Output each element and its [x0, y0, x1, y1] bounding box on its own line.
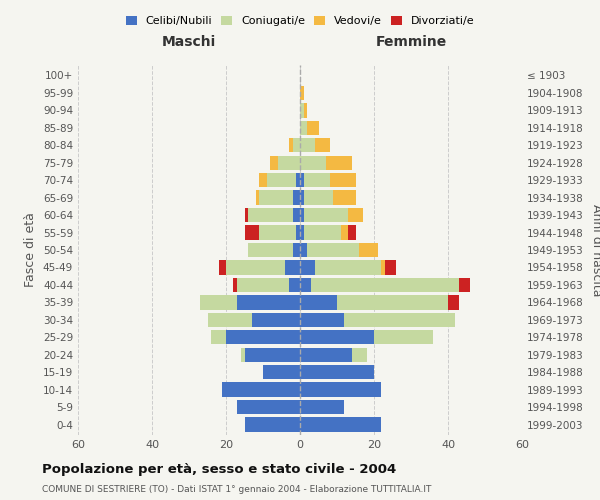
Bar [315, 138, 329, 152]
Bar [300, 190, 304, 205]
Bar [252, 312, 300, 327]
Bar [237, 278, 289, 292]
Legend: Celibi/Nubili, Coniugati/e, Vedovi/e, Divorziati/e: Celibi/Nubili, Coniugati/e, Vedovi/e, Di… [121, 12, 479, 30]
Bar [300, 348, 352, 362]
Bar [237, 295, 300, 310]
Bar [448, 295, 459, 310]
Bar [245, 208, 248, 222]
Y-axis label: Fasce di età: Fasce di età [25, 212, 37, 288]
Bar [382, 260, 385, 274]
Bar [304, 190, 334, 205]
Bar [300, 120, 307, 135]
Bar [300, 260, 315, 274]
Bar [226, 330, 300, 344]
Text: Femmine: Femmine [376, 36, 446, 50]
Bar [300, 138, 315, 152]
Bar [304, 103, 307, 118]
Bar [245, 348, 300, 362]
Bar [200, 295, 237, 310]
Bar [241, 348, 245, 362]
Bar [296, 173, 300, 188]
Bar [341, 226, 348, 239]
Bar [326, 156, 352, 170]
Bar [289, 278, 300, 292]
Bar [245, 418, 300, 432]
Bar [300, 295, 337, 310]
Bar [289, 138, 293, 152]
Bar [271, 156, 278, 170]
Bar [300, 418, 382, 432]
Bar [300, 400, 344, 414]
Bar [385, 260, 396, 274]
Bar [263, 365, 300, 380]
Bar [304, 208, 348, 222]
Bar [256, 190, 259, 205]
Bar [226, 260, 285, 274]
Bar [293, 208, 300, 222]
Bar [245, 226, 259, 239]
Bar [296, 226, 300, 239]
Bar [337, 295, 448, 310]
Bar [300, 86, 304, 100]
Bar [334, 190, 355, 205]
Bar [300, 312, 344, 327]
Bar [237, 400, 300, 414]
Bar [211, 330, 226, 344]
Bar [300, 330, 374, 344]
Bar [329, 173, 355, 188]
Bar [223, 382, 300, 397]
Bar [285, 260, 300, 274]
Bar [348, 208, 363, 222]
Bar [293, 243, 300, 257]
Bar [218, 260, 226, 274]
Bar [359, 243, 378, 257]
Bar [300, 382, 382, 397]
Bar [300, 208, 304, 222]
Bar [208, 312, 252, 327]
Bar [307, 120, 319, 135]
Bar [374, 330, 433, 344]
Bar [300, 103, 304, 118]
Bar [233, 278, 237, 292]
Bar [304, 226, 341, 239]
Bar [259, 190, 293, 205]
Bar [248, 243, 293, 257]
Bar [304, 173, 329, 188]
Y-axis label: Anni di nascita: Anni di nascita [590, 204, 600, 296]
Bar [300, 365, 374, 380]
Bar [344, 312, 455, 327]
Bar [266, 173, 296, 188]
Bar [248, 208, 293, 222]
Bar [348, 226, 355, 239]
Bar [300, 243, 307, 257]
Bar [293, 190, 300, 205]
Bar [293, 138, 300, 152]
Bar [259, 226, 296, 239]
Text: Popolazione per età, sesso e stato civile - 2004: Popolazione per età, sesso e stato civil… [42, 462, 396, 475]
Text: Maschi: Maschi [162, 36, 216, 50]
Bar [278, 156, 300, 170]
Bar [315, 260, 382, 274]
Bar [311, 278, 459, 292]
Bar [300, 173, 304, 188]
Bar [307, 243, 359, 257]
Text: COMUNE DI SESTRIERE (TO) - Dati ISTAT 1° gennaio 2004 - Elaborazione TUTTITALIA.: COMUNE DI SESTRIERE (TO) - Dati ISTAT 1°… [42, 485, 431, 494]
Bar [300, 226, 304, 239]
Bar [300, 278, 311, 292]
Bar [300, 156, 326, 170]
Bar [459, 278, 470, 292]
Bar [352, 348, 367, 362]
Bar [259, 173, 266, 188]
